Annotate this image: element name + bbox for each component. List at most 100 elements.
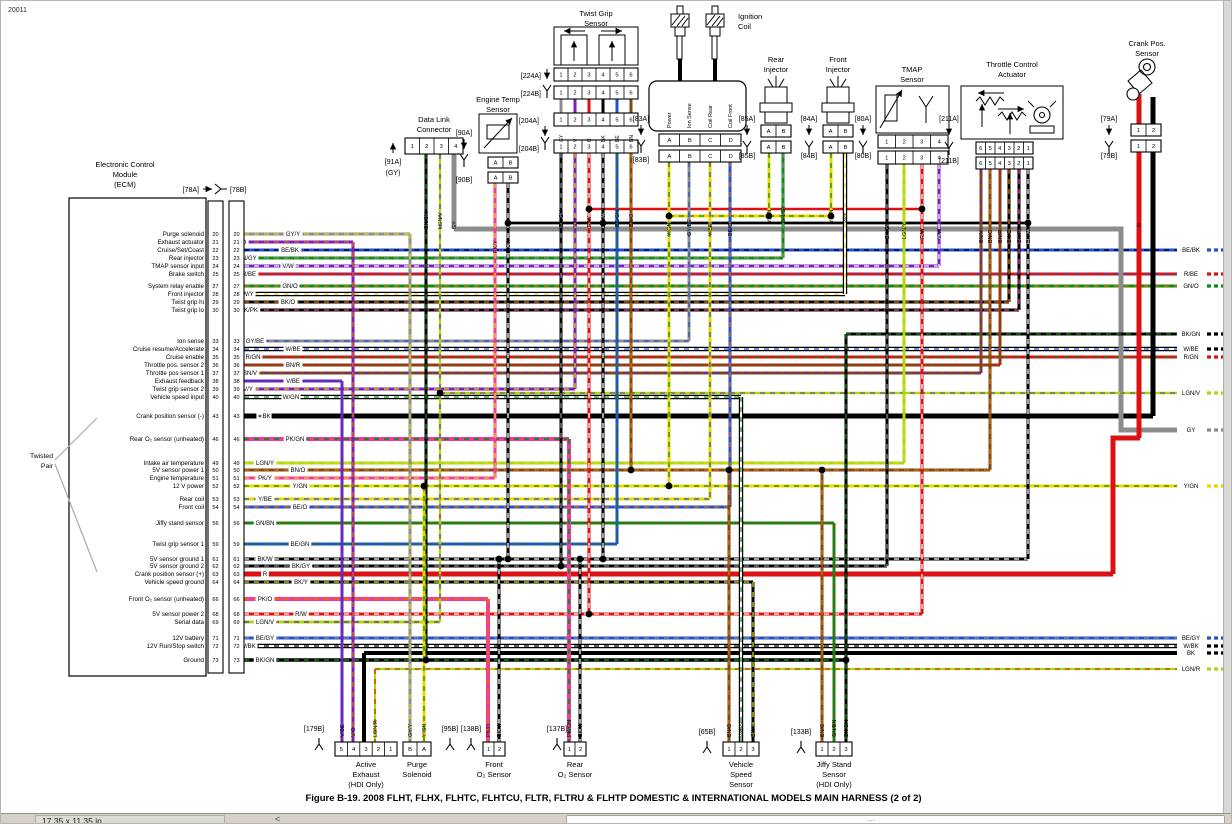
svg-text:BN/V: BN/V — [243, 371, 257, 377]
svg-text:GY/Y: GY/Y — [286, 232, 300, 238]
svg-text:System relay enable: System relay enable — [148, 283, 205, 290]
svg-text:Cruise enable: Cruise enable — [166, 354, 205, 361]
svg-text:Vehicle: Vehicle — [729, 760, 753, 769]
svg-text:Power: Power — [667, 112, 673, 128]
svg-text:1: 1 — [559, 91, 562, 97]
svg-text:Jiffy stand sensor: Jiffy stand sensor — [156, 520, 204, 527]
svg-text:BK: BK — [1151, 229, 1157, 237]
svg-text:59: 59 — [233, 542, 239, 548]
svg-text:Twisted: Twisted — [30, 453, 53, 460]
svg-text:5V sensor ground 1: 5V sensor ground 1 — [150, 556, 205, 563]
svg-text:54: 54 — [233, 505, 239, 511]
svg-text:50: 50 — [212, 468, 218, 474]
svg-text:72: 72 — [212, 644, 218, 650]
svg-text:5: 5 — [615, 91, 618, 97]
svg-text:Front coil: Front coil — [179, 504, 204, 511]
svg-text:A: A — [667, 154, 671, 160]
svg-text:A: A — [494, 176, 498, 182]
svg-text:BN/V: BN/V — [979, 230, 985, 243]
svg-text:4: 4 — [601, 91, 605, 97]
svg-text:A: A — [829, 129, 833, 135]
junction-dot — [725, 466, 733, 474]
junction-dot — [504, 555, 512, 563]
svg-text:4: 4 — [601, 73, 605, 79]
svg-text:Crank Pos.: Crank Pos. — [1128, 39, 1165, 48]
svg-text:Coil: Coil — [738, 22, 751, 31]
svg-text:5: 5 — [340, 747, 343, 753]
junction-dot — [422, 656, 430, 664]
svg-text:BK/GY: BK/GY — [292, 564, 310, 570]
junction-dot — [576, 555, 584, 563]
svg-text:2: 2 — [1152, 144, 1155, 150]
svg-text:Injector: Injector — [826, 65, 851, 74]
svg-text:Intake air temperature: Intake air temperature — [143, 460, 204, 467]
svg-text:Twist grip sensor 1: Twist grip sensor 1 — [152, 541, 204, 548]
svg-text:66: 66 — [212, 597, 218, 603]
svg-text:(GY): (GY) — [386, 170, 401, 177]
svg-text:B: B — [509, 161, 513, 167]
svg-text:PK/Y: PK/Y — [493, 240, 499, 253]
svg-text:Brake switch: Brake switch — [169, 271, 205, 278]
svg-text:[80B]: [80B] — [855, 153, 871, 160]
svg-text:Active: Active — [356, 760, 376, 769]
svg-text:V/W: V/W — [937, 228, 943, 239]
svg-text:BN/O: BN/O — [291, 468, 306, 474]
svg-text:B: B — [782, 145, 786, 151]
svg-text:BK/W: BK/W — [506, 238, 512, 253]
svg-text:[133B]: [133B] — [791, 729, 811, 736]
svg-text:6: 6 — [629, 73, 632, 79]
svg-text:BE/GN: BE/GN — [615, 210, 621, 227]
page-edge-strip — [1223, 1, 1231, 813]
junction-dot — [665, 482, 673, 490]
svg-text:21: 21 — [212, 240, 218, 246]
junction-dot — [1024, 219, 1032, 227]
svg-text:BE: BE — [615, 135, 621, 142]
svg-text:12V battery: 12V battery — [172, 635, 205, 642]
svg-text:36: 36 — [212, 363, 218, 369]
svg-text:35: 35 — [212, 355, 218, 361]
throttle-control-actuator: 6 5 4 3 2 16 5 4 3 2 1[211A][211B]Throttle Control… — [939, 60, 1064, 243]
svg-text:B: B — [408, 747, 412, 753]
junction-dot — [585, 205, 593, 213]
svg-text:GN/GY: GN/GY — [237, 256, 256, 262]
svg-text:4: 4 — [938, 140, 942, 146]
svg-text:GN/GY: GN/GY — [781, 205, 787, 223]
svg-text:49: 49 — [212, 461, 218, 467]
junction-dot — [599, 555, 607, 563]
svg-text:33: 33 — [212, 339, 218, 345]
svg-text:54: 54 — [212, 505, 218, 511]
svg-text:5: 5 — [615, 118, 618, 124]
svg-text:Twist grip lo: Twist grip lo — [171, 307, 204, 314]
svg-text:12 V power: 12 V power — [173, 483, 204, 490]
svg-text:38: 38 — [233, 379, 239, 385]
junction-dot — [842, 656, 850, 664]
svg-text:46: 46 — [233, 437, 239, 443]
svg-text:B: B — [688, 138, 692, 144]
svg-text:37: 37 — [233, 371, 239, 377]
svg-text:BK/Y: BK/Y — [294, 580, 308, 586]
svg-text:3: 3 — [920, 140, 923, 146]
svg-text:5V sensor power 1: 5V sensor power 1 — [152, 467, 204, 474]
svg-text:Exhaust: Exhaust — [352, 770, 380, 779]
svg-text:Data Link: Data Link — [418, 115, 450, 124]
chevron-left-icon[interactable]: < — [275, 814, 281, 824]
svg-text:R/W: R/W — [920, 228, 926, 240]
horizontal-scrollbar[interactable]: ⋯ — [566, 815, 1225, 824]
svg-text:BK/GN: BK/GN — [256, 658, 275, 664]
svg-text:3: 3 — [1008, 161, 1011, 167]
svg-text:23: 23 — [212, 256, 218, 262]
svg-text:TMAP sensor input: TMAP sensor input — [151, 263, 204, 270]
svg-text:Pair: Pair — [41, 463, 54, 470]
svg-text:1: 1 — [559, 73, 562, 79]
svg-text:Sensor: Sensor — [729, 780, 753, 789]
svg-text:Rear: Rear — [567, 760, 584, 769]
wire-GY — [454, 226, 1177, 433]
scrollbar-grip-icon[interactable]: ⋯ — [867, 816, 876, 824]
